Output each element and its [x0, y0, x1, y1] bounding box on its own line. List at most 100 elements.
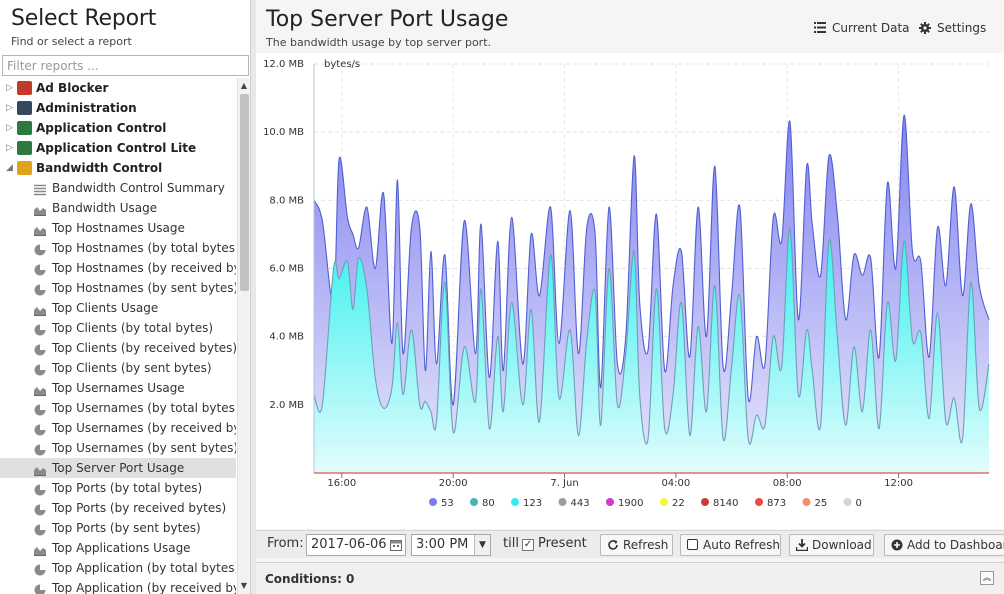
legend-label[interactable]: 1900 — [618, 498, 643, 509]
auto-refresh-button[interactable]: Auto Refresh — [680, 534, 781, 556]
tree-report-item[interactable]: Top Usernames (by total bytes) — [0, 398, 236, 418]
expand-arrow-icon[interactable]: ▷ — [6, 143, 13, 153]
conditions-panel[interactable]: Conditions: 0 ︽ — [256, 562, 1004, 594]
legend-marker[interactable] — [429, 498, 437, 506]
calendar-icon[interactable] — [390, 539, 402, 551]
pie-chart-icon — [34, 282, 46, 296]
tree-report-label: Top Usernames (by received bytes) — [52, 421, 236, 435]
series-line-123 — [313, 227, 990, 445]
legend-marker[interactable] — [802, 498, 811, 506]
filter-reports-input[interactable] — [2, 55, 249, 76]
checkbox-checked-icon[interactable]: ✓ — [522, 539, 534, 551]
tree-report-item[interactable]: Top Ports (by total bytes) — [0, 478, 236, 498]
expand-arrow-icon[interactable]: ▷ — [6, 123, 13, 133]
settings-label: Settings — [937, 21, 987, 35]
tree-report-item[interactable]: Top Usernames Usage — [0, 378, 236, 398]
download-icon — [796, 539, 808, 551]
series-line-53 — [313, 114, 990, 406]
tree-report-item[interactable]: Top Hostnames Usage — [0, 218, 236, 238]
tree-report-item[interactable]: Top Server Port Usage — [0, 458, 236, 478]
legend-label[interactable]: 443 — [571, 498, 590, 509]
tree-report-item[interactable]: Top Clients Usage — [0, 298, 236, 318]
refresh-button[interactable]: Refresh — [600, 534, 673, 556]
tree-report-item[interactable]: Top Application (by total bytes) — [0, 558, 236, 578]
x-tick-label: 08:00 — [773, 478, 802, 489]
x-tick-label: 04:00 — [661, 478, 690, 489]
ad-blocker-icon — [17, 81, 32, 95]
tree-report-item[interactable]: Top Ports (by sent bytes) — [0, 518, 236, 538]
tree-category-label: Ad Blocker — [36, 81, 109, 95]
tree-category[interactable]: ▷ Administration — [0, 98, 236, 118]
scroll-down-arrow-icon[interactable]: ▼ — [240, 581, 248, 590]
add-to-dashboard-button[interactable]: Add to Dashboard — [884, 534, 1004, 556]
chart-series — [313, 114, 990, 473]
tree-report-item[interactable]: Top Applications Usage — [0, 538, 236, 558]
tree-report-item[interactable]: Top Clients (by total bytes) — [0, 318, 236, 338]
expand-arrow-icon[interactable]: ▷ — [6, 103, 13, 113]
from-time-select[interactable]: 3:00 PM ▼ — [411, 534, 491, 556]
legend-label[interactable]: 25 — [815, 498, 828, 509]
tree-report-label: Top Applications Usage — [52, 541, 191, 555]
legend-marker[interactable] — [558, 498, 567, 506]
tree-report-item[interactable]: Top Ports (by received bytes) — [0, 498, 236, 518]
legend-marker[interactable] — [843, 498, 852, 506]
expand-conditions-icon[interactable]: ︽ — [980, 571, 994, 585]
legend-marker[interactable] — [511, 498, 519, 506]
pie-chart-icon — [34, 242, 46, 256]
download-button[interactable]: Download — [789, 534, 874, 556]
panel-splitter[interactable] — [251, 0, 256, 594]
tree-report-item[interactable]: Top Hostnames (by sent bytes) — [0, 278, 236, 298]
x-tick-label: 20:00 — [439, 478, 468, 489]
legend-label[interactable]: 123 — [523, 498, 542, 509]
legend-label[interactable]: 0 — [856, 498, 862, 509]
report-header: Top Server Port Usage The bandwidth usag… — [256, 0, 1004, 52]
from-date-value: 2017-06-06 — [311, 537, 387, 552]
present-checkbox[interactable]: ✓ Present — [522, 534, 592, 556]
legend-label[interactable]: 8140 — [713, 498, 738, 509]
tree-report-label: Top Hostnames (by sent bytes) — [52, 281, 236, 295]
settings-button[interactable]: Settings — [919, 20, 989, 36]
legend-marker[interactable] — [660, 498, 668, 506]
legend-label[interactable]: 22 — [672, 498, 685, 509]
tree-report-item[interactable]: Top Application (by received bytes) — [0, 578, 236, 594]
legend-marker[interactable] — [606, 498, 614, 506]
chevron-down-icon[interactable]: ▼ — [474, 535, 490, 555]
tree-category[interactable]: ▷ Ad Blocker — [0, 78, 236, 98]
refresh-label: Refresh — [623, 538, 669, 552]
tree-report-label: Top Clients (by sent bytes) — [52, 361, 212, 375]
tree-report-item[interactable]: Top Hostnames (by received byt... — [0, 258, 236, 278]
pie-chart-icon — [34, 342, 46, 356]
legend-label[interactable]: 80 — [482, 498, 495, 509]
tree-report-item[interactable]: Top Usernames (by received bytes) — [0, 418, 236, 438]
scroll-thumb[interactable] — [240, 94, 249, 291]
expand-arrow-icon[interactable]: ▷ — [6, 83, 13, 93]
y-tick-label: 2.0 MB — [269, 400, 304, 411]
chart-legend: 53 80 123 443 1900 22 8140 873 25 0 — [429, 498, 862, 509]
tree-category[interactable]: ▷ Application Control Lite — [0, 138, 236, 158]
legend-label[interactable]: 53 — [441, 498, 454, 509]
area-chart-icon — [34, 222, 46, 236]
legend-label[interactable]: 873 — [767, 498, 786, 509]
tree-scrollbar[interactable]: ▲ ▼ — [237, 78, 250, 594]
area-chart-icon — [34, 542, 46, 556]
tree-report-item[interactable]: Top Clients (by sent bytes) — [0, 358, 236, 378]
tree-report-label: Top Clients (by received bytes) — [52, 341, 236, 355]
legend-marker[interactable] — [470, 498, 478, 506]
from-date-field[interactable]: 2017-06-06 — [306, 534, 406, 556]
pie-chart-icon — [34, 442, 46, 456]
current-data-button[interactable]: Current Data — [814, 20, 910, 36]
tree-report-item[interactable]: Bandwidth Usage — [0, 198, 236, 218]
tree-report-item[interactable]: Top Usernames (by sent bytes) — [0, 438, 236, 458]
collapse-arrow-icon[interactable]: ◢ — [6, 163, 13, 173]
tree-report-item[interactable]: Top Hostnames (by total bytes) — [0, 238, 236, 258]
legend-marker[interactable] — [755, 498, 763, 506]
y-tick-label: 4.0 MB — [269, 332, 304, 343]
tree-report-item[interactable]: Top Clients (by received bytes) — [0, 338, 236, 358]
scroll-up-arrow-icon[interactable]: ▲ — [240, 81, 248, 90]
tree-category[interactable]: ▷ Application Control — [0, 118, 236, 138]
from-label: From: — [267, 536, 304, 551]
tree-category[interactable]: ◢ Bandwidth Control — [0, 158, 236, 178]
y-tick-label: 12.0 MB — [263, 59, 304, 70]
legend-marker[interactable] — [701, 498, 709, 506]
tree-report-item[interactable]: Bandwidth Control Summary — [0, 178, 236, 198]
